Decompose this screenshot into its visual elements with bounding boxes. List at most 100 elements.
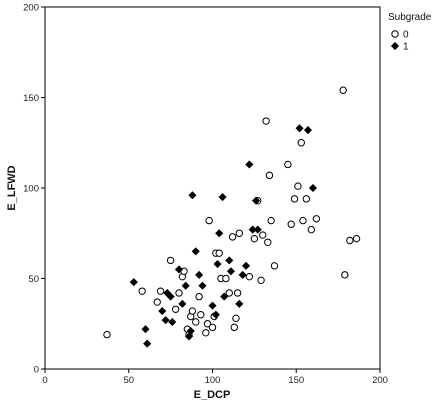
data-point-diamond (174, 265, 184, 274)
series-1-points (129, 124, 318, 348)
data-point-diamond (251, 196, 261, 205)
data-point-circle (156, 287, 165, 295)
data-point-diamond (198, 281, 207, 290)
data-point-diamond (166, 292, 175, 301)
legend-marker-diamond (390, 41, 400, 51)
data-point-diamond (181, 281, 190, 290)
data-point-circle (153, 298, 161, 306)
data-point-diamond (129, 277, 138, 287)
x-axis-title: E_DCP (194, 389, 231, 401)
data-point-diamond (308, 183, 318, 193)
data-point-circle (294, 182, 302, 190)
data-point-circle (230, 323, 238, 332)
data-point-diamond (184, 332, 194, 341)
legend-label: 0 (403, 30, 409, 41)
data-point-diamond (225, 256, 234, 265)
y-tick-label: 100 (23, 184, 39, 195)
data-point-circle (264, 238, 272, 247)
data-point-diamond (238, 270, 247, 280)
data-point-circle (307, 225, 316, 234)
data-point-circle (341, 271, 349, 279)
data-point-diamond (161, 315, 170, 325)
data-point-circle (222, 274, 230, 283)
data-point-circle (302, 195, 310, 203)
data-point-circle (262, 117, 270, 125)
data-point-circle (232, 314, 240, 323)
data-point-circle (138, 287, 146, 295)
data-point-diamond (208, 301, 217, 310)
data-point-circle (208, 323, 217, 332)
data-point-circle (171, 305, 180, 313)
data-point-diamond (211, 310, 221, 319)
data-point-diamond (141, 325, 150, 334)
data-point-circle (346, 236, 354, 245)
x-tick-label: 200 (372, 375, 388, 386)
y-axis-title: E_LFWD (6, 165, 18, 210)
data-point-circle (270, 262, 279, 270)
data-point-diamond (235, 299, 244, 308)
data-point-circle (225, 289, 233, 297)
y-tick-label: 50 (28, 274, 39, 285)
data-point-circle (265, 171, 274, 180)
data-point-diamond (253, 225, 262, 234)
data-point-circle (202, 329, 210, 337)
data-point-circle (233, 289, 242, 297)
data-point-diamond (178, 299, 187, 308)
data-point-circle (339, 86, 347, 94)
data-point-circle (103, 330, 111, 339)
data-point-circle (245, 272, 254, 281)
data-point-circle (267, 216, 275, 225)
data-point-diamond (215, 229, 224, 238)
data-point-diamond (168, 317, 177, 327)
data-point-diamond (194, 270, 204, 280)
data-point-diamond (295, 124, 304, 133)
data-point-circle (175, 289, 183, 297)
y-axis-ticks: 0 50 100 150 200 (23, 3, 45, 376)
data-point-circle (284, 160, 292, 169)
y-tick-label: 200 (23, 3, 39, 14)
data-point-circle (297, 139, 305, 147)
data-point-diamond (143, 339, 152, 348)
data-point-circle (205, 216, 213, 225)
data-point-diamond (213, 259, 222, 269)
data-point-diamond (220, 292, 229, 301)
x-tick-label: 100 (205, 375, 221, 386)
data-point-diamond (241, 261, 251, 270)
data-point-diamond (186, 326, 195, 336)
x-tick-label: 150 (288, 375, 304, 386)
y-tick-label: 150 (23, 93, 39, 104)
data-point-circle (166, 256, 175, 265)
data-point-circle (192, 318, 200, 326)
data-point-circle (235, 229, 244, 237)
x-tick-label: 50 (123, 375, 134, 386)
data-point-circle (259, 231, 267, 239)
legend-entries: 01 (390, 30, 409, 53)
data-point-diamond (226, 267, 236, 276)
data-point-diamond (191, 247, 200, 256)
data-point-circle (352, 234, 361, 243)
data-point-circle (203, 320, 212, 328)
data-point-circle (299, 216, 307, 225)
data-point-circle (195, 292, 203, 301)
y-tick-label: 0 (34, 365, 39, 376)
data-point-circle (257, 276, 265, 285)
data-point-diamond (303, 125, 313, 135)
data-point-circle (312, 215, 321, 223)
data-point-circle (188, 307, 197, 315)
legend: Subgrade 01 (388, 12, 432, 53)
legend-title: Subgrade (388, 12, 432, 23)
data-point-circle (250, 234, 259, 243)
data-points (103, 86, 361, 348)
data-point-circle (287, 220, 295, 228)
legend-label: 1 (403, 42, 409, 53)
data-point-circle (215, 249, 223, 257)
data-point-diamond (245, 160, 254, 169)
data-point-circle (228, 233, 237, 241)
x-tick-label: 0 (42, 375, 47, 386)
x-axis-ticks: 0 50 100 150 200 (42, 369, 388, 386)
data-point-diamond (188, 191, 197, 200)
data-point-diamond (218, 192, 227, 202)
legend-marker-circle (391, 30, 399, 38)
